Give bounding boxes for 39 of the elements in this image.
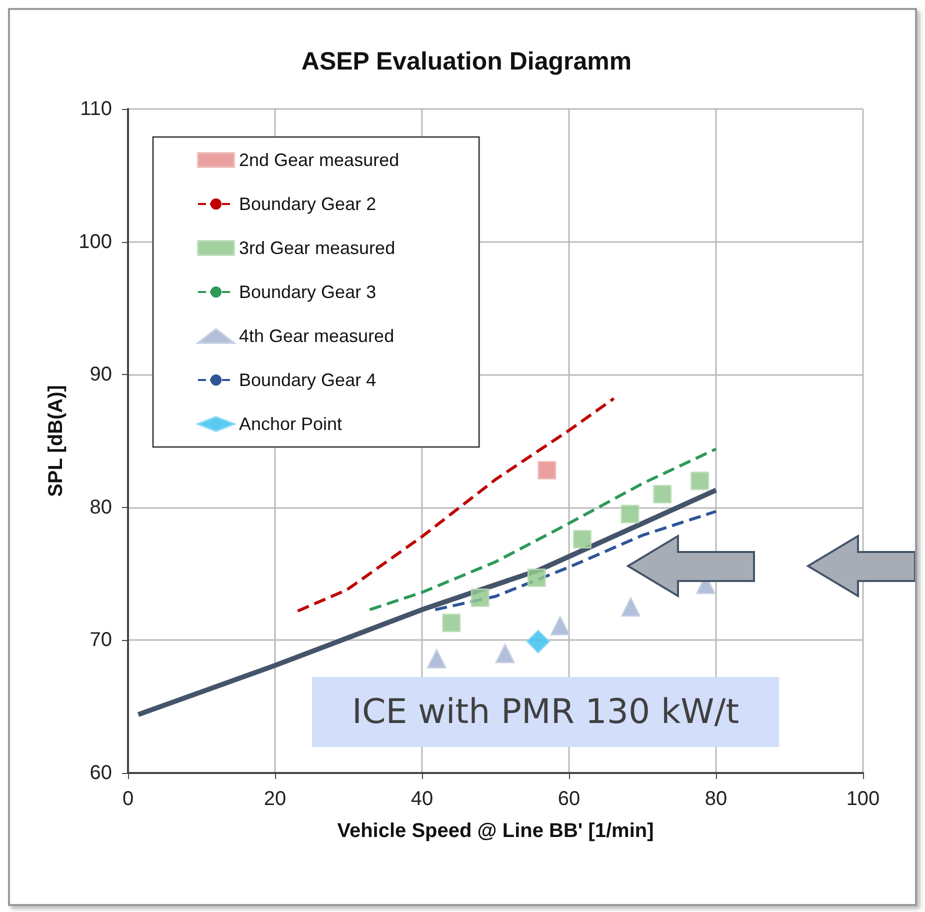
chart-title: ASEP Evaluation Diagramm bbox=[301, 48, 632, 76]
y-tick-label: 90 bbox=[90, 364, 112, 386]
point bbox=[620, 504, 640, 524]
legend-label: Boundary Gear 4 bbox=[239, 370, 376, 390]
point bbox=[526, 630, 550, 654]
legend-label: 4th Gear measured bbox=[239, 326, 394, 346]
point bbox=[495, 644, 515, 664]
y-axis-title: SPL [dB(A)] bbox=[45, 385, 67, 497]
legend-label: 3rd Gear measured bbox=[239, 238, 396, 258]
annotation: ICE with PMR 130 kW/t bbox=[352, 692, 740, 732]
legend-label: Boundary Gear 2 bbox=[239, 194, 376, 214]
point bbox=[527, 568, 546, 588]
x-tick-label: 20 bbox=[264, 788, 286, 810]
x-tick-label: 100 bbox=[846, 788, 880, 810]
point bbox=[442, 614, 461, 632]
y-tick-label: 100 bbox=[78, 230, 112, 253]
y-tick-label: 60 bbox=[90, 762, 112, 784]
point bbox=[550, 616, 570, 636]
x-axis-title: Vehicle Speed @ Line BB' [1/min] bbox=[337, 820, 654, 842]
line-series bbox=[368, 447, 718, 612]
point bbox=[620, 597, 640, 617]
y-tick-label: 70 bbox=[90, 629, 112, 652]
point bbox=[690, 472, 710, 490]
point bbox=[426, 649, 446, 669]
legend-label: 2nd Gear measured bbox=[239, 150, 400, 170]
x-tick-label: 0 bbox=[122, 788, 134, 810]
line-series bbox=[296, 397, 616, 612]
point bbox=[572, 530, 592, 549]
line-series bbox=[434, 510, 718, 612]
x-tick-label: 60 bbox=[558, 788, 580, 810]
legend-label: Boundary Gear 3 bbox=[239, 282, 376, 302]
point bbox=[538, 460, 556, 480]
y-tick-label: 80 bbox=[90, 496, 112, 518]
legend-label: Anchor Point bbox=[239, 414, 342, 434]
point bbox=[653, 484, 672, 504]
x-tick-label: 40 bbox=[410, 788, 434, 810]
y-tick-label: 110 bbox=[80, 98, 112, 120]
point bbox=[470, 588, 490, 607]
x-tick-label: 80 bbox=[704, 788, 728, 810]
